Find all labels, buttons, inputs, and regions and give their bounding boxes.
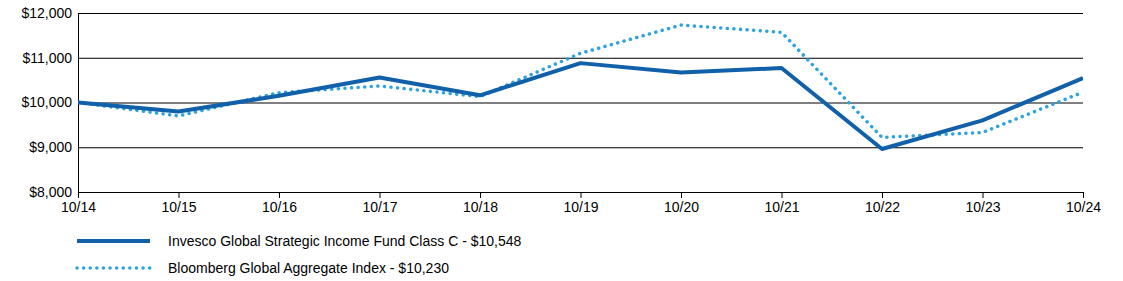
- x-tick: 10/20: [664, 192, 699, 215]
- legend-label: Invesco Global Strategic Income Fund Cla…: [168, 233, 522, 249]
- series-line: [78, 25, 1083, 137]
- x-tick-label: 10/17: [362, 199, 397, 215]
- y-tick-label: $11,000: [22, 50, 72, 66]
- x-tick: 10/22: [865, 192, 900, 215]
- x-tick-label: 10/21: [764, 199, 799, 215]
- x-tick: 10/15: [161, 192, 196, 215]
- plot: $8,000$9,000$10,000$11,000$12,00010/1410…: [21, 5, 1101, 215]
- y-tick: $11,000: [22, 50, 1083, 66]
- x-tick-label: 10/24: [1066, 199, 1101, 215]
- series-line: [78, 63, 1083, 149]
- x-tick-label: 10/16: [262, 199, 297, 215]
- y-tick: $9,000: [29, 139, 1083, 155]
- y-tick-label: $12,000: [21, 5, 72, 21]
- x-tick: 10/23: [965, 192, 1000, 215]
- grid-line: [78, 58, 1083, 59]
- x-tick-mark: [1083, 192, 1084, 198]
- y-tick: $12,000: [21, 5, 1083, 21]
- x-tick-mark: [78, 192, 79, 198]
- x-tick-mark: [782, 192, 783, 198]
- y-tick: $8,000: [29, 184, 1083, 200]
- x-tick: 10/17: [362, 192, 397, 215]
- series-group: [78, 25, 1083, 149]
- x-tick: 10/18: [463, 192, 498, 215]
- x-tick-mark: [882, 192, 883, 198]
- x-tick-label: 10/19: [563, 199, 598, 215]
- y-axis: $8,000 $9,000 $10,000 $11,000 $12,000: [21, 5, 1083, 200]
- x-tick-mark: [681, 192, 682, 198]
- x-tick: 10/16: [262, 192, 297, 215]
- x-tick-mark: [279, 192, 280, 198]
- x-tick-label: 10/20: [664, 199, 699, 215]
- x-tick: 10/14: [61, 192, 96, 215]
- chart: $8,000$9,000$10,000$11,000$12,00010/1410…: [0, 0, 1123, 281]
- x-tick-mark: [983, 192, 984, 198]
- x-tick-label: 10/23: [965, 199, 1000, 215]
- legend: Invesco Global Strategic Income Fund Cla…: [77, 233, 522, 276]
- y-tick-label: $8,000: [29, 184, 72, 200]
- y-tick-label: $9,000: [29, 139, 72, 155]
- x-tick: 10/19: [563, 192, 598, 215]
- x-tick-mark: [480, 192, 481, 198]
- legend-item: Invesco Global Strategic Income Fund Cla…: [77, 233, 522, 249]
- grid-line: [78, 13, 1083, 14]
- legend-swatch: [77, 239, 150, 243]
- x-tick-label: 10/15: [161, 199, 196, 215]
- x-tick-mark: [581, 192, 582, 198]
- x-tick: 10/21: [764, 192, 799, 215]
- x-tick-mark: [380, 192, 381, 198]
- x-tick: 10/24: [1066, 192, 1101, 215]
- legend-swatch: [77, 266, 150, 270]
- x-axis: 10/14 10/15 10/16 10/17 10/18 10/19 10/20 10/21…: [61, 192, 1101, 215]
- x-tick-mark: [179, 192, 180, 198]
- y-tick-label: $10,000: [21, 94, 72, 110]
- y-tick: $10,000: [21, 94, 1083, 110]
- x-tick-label: 10/22: [865, 199, 900, 215]
- x-tick-label: 10/18: [463, 199, 498, 215]
- x-tick-label: 10/14: [61, 199, 96, 215]
- legend-label: Bloomberg Global Aggregate Index - $10,2…: [168, 260, 449, 276]
- legend-item: Bloomberg Global Aggregate Index - $10,2…: [77, 260, 449, 276]
- grid-line: [78, 147, 1083, 148]
